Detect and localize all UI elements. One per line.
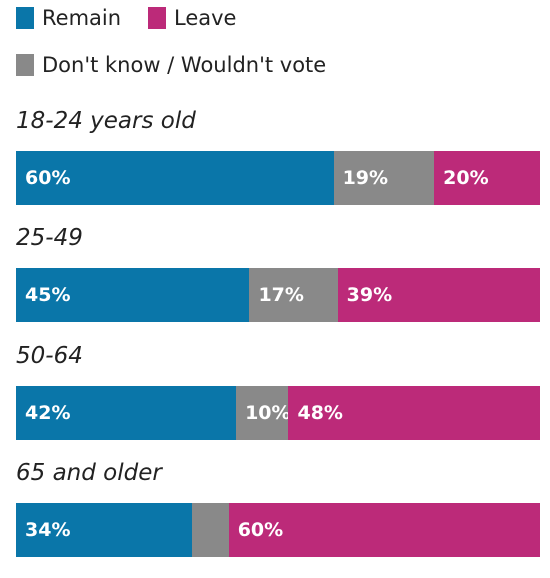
bar-segment-remain: [16, 503, 193, 557]
bar-segment-remain: [16, 386, 237, 440]
group-label: 65 and older: [16, 460, 162, 486]
legend-swatch-dont-know: [16, 54, 34, 76]
bar-segment-leave: [228, 503, 540, 557]
bar-segment-leave: [337, 268, 540, 322]
data-label-leave: 60%: [237, 519, 284, 541]
bar-segment-dk: [192, 503, 229, 557]
bar-segment-leave: [434, 151, 540, 205]
data-label-remain: 45%: [25, 284, 71, 306]
legend-item-dont-know: Don't know / Wouldn't vote: [16, 53, 326, 77]
data-label-dk: 10%: [245, 402, 291, 424]
bar-row: 45% 17% 39%: [16, 268, 540, 322]
data-label-leave: 48%: [297, 402, 343, 424]
legend-label-dont-know: Don't know / Wouldn't vote: [42, 53, 327, 77]
bar-segment-dk: [249, 268, 338, 322]
bar-segment-dk: [333, 151, 435, 205]
bar-segment-remain: [16, 268, 250, 322]
bar-segment-remain: [16, 151, 334, 205]
bar-segment-leave: [288, 386, 540, 440]
data-label-dk: 17%: [258, 284, 304, 306]
group-label: 18-24 years old: [16, 108, 196, 134]
legend-swatch-remain: [16, 7, 34, 29]
legend-item-remain: Remain: [16, 6, 121, 30]
bar-row: 60% 19% 20%: [16, 151, 540, 205]
legend-item-leave: Leave: [148, 6, 236, 30]
data-label-remain: 60%: [25, 167, 71, 189]
data-label-dk: 19%: [342, 167, 389, 189]
data-label-leave: 20%: [443, 167, 489, 189]
data-label-leave: 39%: [346, 284, 393, 306]
legend-label-remain: Remain: [42, 6, 122, 30]
legend-label-leave: Leave: [174, 6, 237, 30]
data-label-remain: 34%: [25, 519, 71, 541]
bar-segment-dk: [236, 386, 289, 440]
bar-row: 34% 60%: [16, 503, 540, 557]
legend-swatch-leave: [148, 7, 166, 29]
bar-row: 42% 10% 48%: [16, 386, 540, 440]
group-label: 50-64: [16, 343, 83, 369]
data-label-remain: 42%: [25, 402, 71, 424]
group-label: 25-49: [16, 225, 83, 251]
